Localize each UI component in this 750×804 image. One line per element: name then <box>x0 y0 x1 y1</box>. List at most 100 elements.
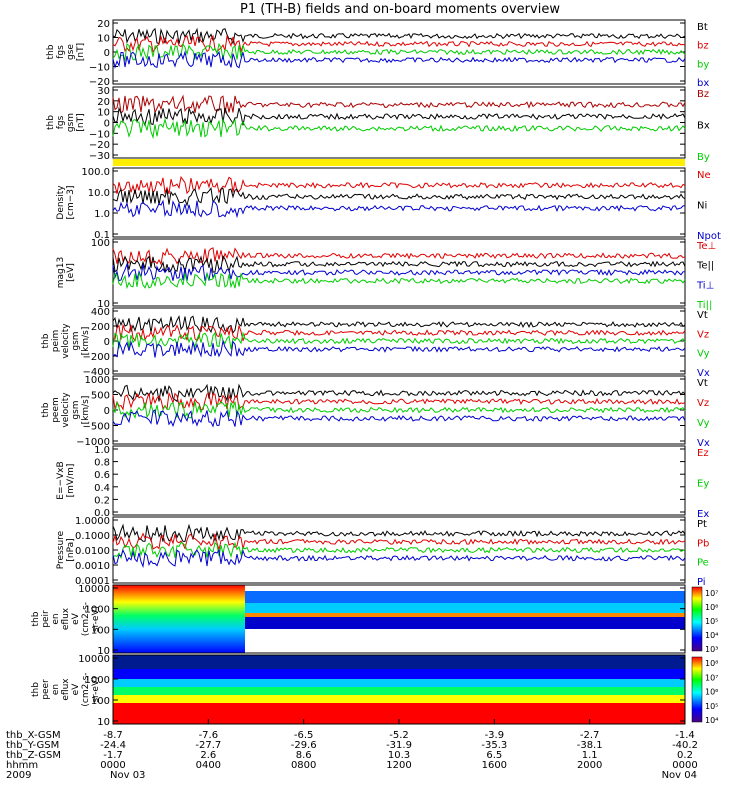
series-trace-Bt <box>112 27 686 46</box>
ephemeris-value: -38.1 <box>577 740 603 751</box>
legend-entry: Ne <box>697 170 711 181</box>
ephemeris-row-label: thb_X-GSM <box>6 730 61 741</box>
y-tick-label: 100 <box>91 696 110 707</box>
y-tick-label: 1.0 <box>94 209 110 220</box>
y-axis-label: peim <box>51 330 61 353</box>
y-axis-label: thb <box>46 44 56 59</box>
panel-ion_eflux <box>112 584 703 654</box>
series-trace-Vz <box>112 323 686 342</box>
legend-entry: Vz <box>697 398 709 409</box>
panel-efield <box>112 445 686 516</box>
legend-entry: Ey <box>697 479 709 490</box>
panel-density <box>112 167 686 238</box>
legend-entry: Ez <box>697 448 709 459</box>
y-tick-label: −200 <box>83 352 110 363</box>
y-tick-label: 10000 <box>78 584 110 595</box>
y-tick-label: 0.1000 <box>75 531 110 542</box>
y-tick-label: 0.6 <box>94 470 110 481</box>
y-axis-label: fgs <box>56 115 66 129</box>
y-tick-label: −400 <box>83 367 110 378</box>
y-tick-label: 0 <box>104 406 110 417</box>
legend-entry: Vy <box>697 418 710 429</box>
y-tick-label: 0.0 <box>94 508 110 519</box>
heatmap-band-2 <box>113 679 685 687</box>
series-trace-Ti|| <box>112 271 686 290</box>
series-trace-Vz <box>112 391 686 411</box>
y-tick-label: 0.2 <box>94 495 110 506</box>
y-axis-label: eflux <box>61 678 71 701</box>
ephemeris-value: 6.5 <box>486 750 502 761</box>
ephemeris-value: 1.1 <box>582 750 598 761</box>
ephemeris-value: -8.7 <box>103 730 123 741</box>
colorbar-tick-label: 10⁶ <box>705 688 718 697</box>
y-tick-label: 10.0 <box>88 188 110 199</box>
y-axis-label: gsm <box>71 331 81 350</box>
y-tick-label: 20 <box>97 97 110 108</box>
series-trace-Vy <box>112 331 686 350</box>
ephemeris-value: 0.2 <box>677 750 693 761</box>
legend-entry: Vt <box>697 378 708 389</box>
y-axis-label: [nT] <box>76 43 86 61</box>
y-axis-label: Density <box>56 185 66 220</box>
ephemeris-value: -1.7 <box>103 750 123 761</box>
y-tick-label: 0.0010 <box>75 561 110 572</box>
ephemeris-value: 0000 <box>100 760 125 771</box>
series-trace-Te⊥ <box>112 247 686 266</box>
legend-entry: Pe <box>697 558 709 569</box>
y-tick-label: 0.0100 <box>75 546 110 557</box>
series-trace-bx <box>112 50 686 70</box>
y-tick-label: 0 <box>104 48 110 59</box>
panel-frame <box>112 584 686 654</box>
y-tick-label: 1000 <box>85 605 110 616</box>
y-tick-label: 0 <box>104 119 110 130</box>
y-tick-label: 10 <box>97 717 110 728</box>
heatmap-band-mid <box>245 603 685 613</box>
y-axis-label: [nPa] <box>66 538 76 561</box>
colorbar-tick-label: 10⁵ <box>705 702 718 711</box>
y-tick-label: 0.0001 <box>75 576 110 587</box>
ephemeris-value: -31.9 <box>386 740 412 751</box>
y-tick-label: 500 <box>91 391 110 402</box>
ephemeris-value: -35.3 <box>481 740 507 751</box>
y-tick-label: 10 <box>97 34 110 45</box>
y-axis-label: thb <box>41 333 51 348</box>
heatmap-band-1 <box>113 669 685 679</box>
ephemeris-value: 2000 <box>577 760 602 771</box>
series-trace-Te|| <box>112 255 686 274</box>
y-axis-label: E=−VxB <box>56 461 66 499</box>
y-axis-label: velocity <box>61 323 71 359</box>
panel-fgs_gsm <box>112 86 686 159</box>
series-trace-Pb <box>112 532 686 550</box>
series-trace-Vx <box>112 409 686 428</box>
heatmap-early-segment <box>113 585 245 653</box>
series-trace-Vx <box>112 339 686 358</box>
yellow-flag-bar <box>113 159 685 166</box>
series-trace-by <box>112 42 686 62</box>
legend-entry: Ex <box>697 509 709 520</box>
panel-temperature <box>112 238 686 307</box>
y-axis-label: gsm <box>71 400 81 419</box>
y-tick-label: 200 <box>91 322 110 333</box>
heatmap-band-high <box>245 591 685 603</box>
ephemeris-value: -40.2 <box>672 740 698 751</box>
y-tick-label: 0.4 <box>94 483 110 494</box>
panel-fgs_gse <box>112 19 686 85</box>
ephemeris-value: -7.6 <box>199 730 219 741</box>
ephemeris-value: -29.6 <box>291 740 317 751</box>
y-tick-label: 0.1 <box>94 230 110 241</box>
y-axis-label: mag13 <box>56 257 66 288</box>
y-axis-label: eflux <box>61 607 71 630</box>
heatmap-band-low <box>245 617 685 629</box>
legend-entry: Pi <box>697 577 706 588</box>
figure-title: P1 (TH-B) fields and on-board moments ov… <box>240 2 560 17</box>
legend-entry: Bz <box>697 89 709 100</box>
ephemeris-value: -1.4 <box>675 730 695 741</box>
series-trace-Pi <box>112 548 686 569</box>
y-axis-label: sr-eV) <box>91 676 101 702</box>
y-tick-label: 0 <box>104 337 110 348</box>
ephemeris-row-label: thb_Z-GSM <box>6 750 61 761</box>
y-axis-label: thb <box>31 682 41 697</box>
panel-frame <box>112 86 686 159</box>
y-tick-label: 1.0 <box>94 445 110 456</box>
colorbar-tick-label: 10⁴ <box>705 716 718 725</box>
